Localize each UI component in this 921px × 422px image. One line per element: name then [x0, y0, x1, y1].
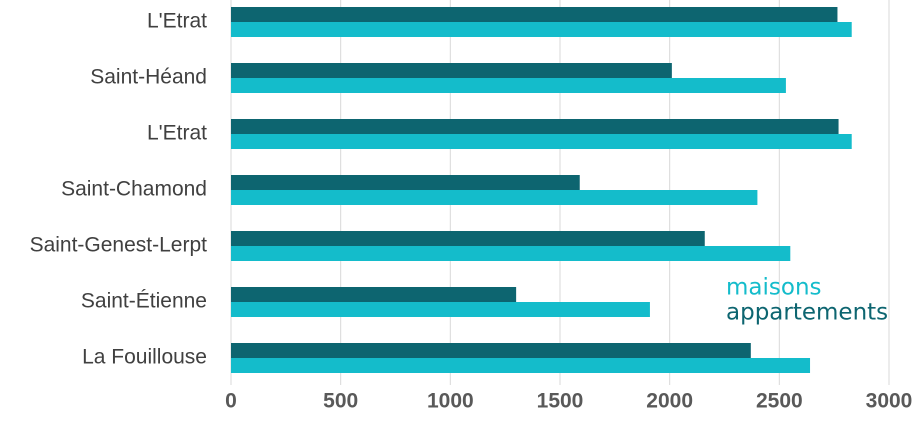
- x-tick-label: 3000: [866, 390, 913, 413]
- bar: [231, 343, 751, 358]
- y-tick-label: L'Etrat: [147, 122, 207, 145]
- bar: [231, 190, 758, 205]
- x-tick-label: 0: [225, 390, 237, 413]
- bar: [231, 7, 838, 22]
- bar: [231, 175, 580, 190]
- legend-label: appartements: [726, 300, 888, 326]
- bar: [231, 119, 839, 134]
- bar: [231, 134, 852, 149]
- legend-label: maisons: [726, 275, 822, 301]
- x-tick-label: 1500: [537, 390, 584, 413]
- bar: [231, 287, 517, 302]
- y-tick-label: Saint-Genest-Lerpt: [30, 234, 208, 257]
- bar: [231, 358, 811, 373]
- bar: [231, 302, 650, 317]
- y-tick-label: Saint-Chamond: [61, 178, 207, 201]
- y-tick-label: La Fouillouse: [82, 346, 207, 369]
- x-tick-label: 1000: [427, 390, 474, 413]
- x-tick-label: 2000: [646, 390, 693, 413]
- x-tick-label: 500: [323, 390, 358, 413]
- x-tick-label: 2500: [756, 390, 803, 413]
- bar: [231, 246, 791, 261]
- y-tick-label: L'Etrat: [147, 10, 207, 33]
- bar: [231, 22, 852, 37]
- bar: [231, 78, 786, 93]
- y-tick-label: Saint-Étienne: [81, 290, 207, 313]
- y-tick-label: Saint-Héand: [90, 66, 207, 89]
- bar: [231, 63, 672, 78]
- bar: [231, 231, 705, 246]
